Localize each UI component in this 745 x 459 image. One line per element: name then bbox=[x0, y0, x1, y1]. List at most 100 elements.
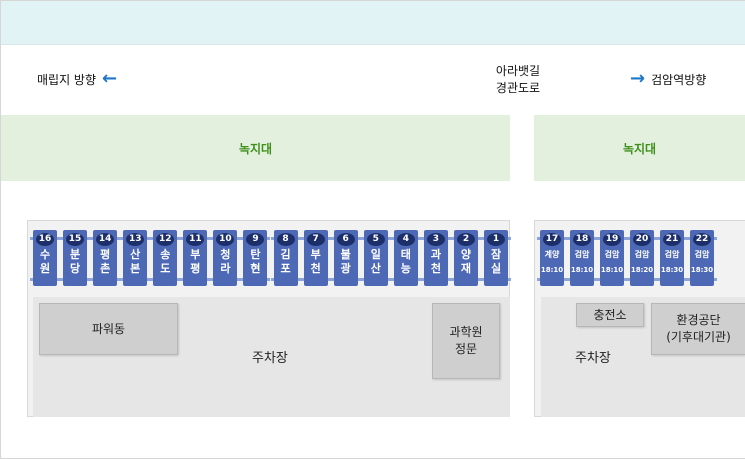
environment-corp-line1: 환경공단 bbox=[676, 313, 721, 327]
stall-tab bbox=[115, 278, 121, 281]
stall-number: 11 bbox=[186, 233, 205, 246]
stall-tab bbox=[481, 278, 487, 281]
stall-destination: 부 천 bbox=[310, 248, 321, 275]
stall-tab bbox=[562, 278, 567, 281]
stall-tab bbox=[682, 278, 687, 281]
stall-tab bbox=[592, 237, 597, 240]
road-label-line2: 경관도로 bbox=[495, 81, 541, 95]
stall-tab bbox=[295, 278, 301, 281]
stall-destination: 불 광 bbox=[340, 248, 351, 275]
stall-tab bbox=[355, 278, 361, 281]
stall-tab bbox=[90, 278, 96, 281]
stall-departure-time: 18:30 bbox=[690, 266, 714, 274]
stall-tab bbox=[120, 237, 126, 240]
parking-stall-18[interactable]: 18 검암 18:10 bbox=[570, 230, 594, 286]
green-zone-left: 녹지대 bbox=[1, 115, 510, 181]
stall-tab bbox=[712, 237, 717, 240]
stall-destination: 부 평 bbox=[190, 248, 201, 275]
stall-number: 16 bbox=[36, 233, 54, 246]
parking-stall-2[interactable]: 2 양 재 bbox=[453, 230, 478, 286]
stall-tab bbox=[330, 237, 336, 240]
stall-number: 6 bbox=[336, 233, 355, 246]
stall-destination: 청 라 bbox=[220, 248, 231, 275]
stall-destination: 양 재 bbox=[460, 248, 472, 275]
stall-tab bbox=[60, 278, 66, 281]
parking-stall-17[interactable]: 17 계양 18:10 bbox=[540, 230, 564, 286]
stall-number: 17 bbox=[543, 233, 561, 246]
stall-number: 7 bbox=[306, 233, 325, 246]
stall-tab bbox=[390, 237, 396, 240]
parking-stall-12[interactable]: 12 송 도 bbox=[153, 230, 178, 286]
green-zone-right: 녹지대 bbox=[534, 115, 745, 181]
parking-stall-14[interactable]: 14 평 촌 bbox=[93, 230, 118, 286]
stall-destination: 검암 bbox=[634, 250, 650, 259]
parking-stall-9[interactable]: 9 탄 현 bbox=[243, 230, 268, 286]
parking-stall-11[interactable]: 11 부 평 bbox=[183, 230, 208, 286]
stall-destination: 산 본 bbox=[130, 248, 141, 275]
institute-gate-line2: 정문 bbox=[454, 342, 478, 356]
stall-tab bbox=[481, 237, 487, 240]
stall-tab bbox=[85, 237, 91, 240]
stall-departure-time: 18:20 bbox=[630, 266, 654, 274]
institute-gate-line1: 과학원 bbox=[449, 325, 483, 339]
stall-tab bbox=[567, 237, 572, 240]
stall-destination: 일 산 bbox=[370, 248, 381, 275]
parking-stall-21[interactable]: 21 검암 18:30 bbox=[660, 230, 684, 286]
stall-destination: 탄 현 bbox=[250, 248, 261, 275]
stall-tab bbox=[682, 237, 687, 240]
stall-tab bbox=[622, 278, 627, 281]
parking-stall-13[interactable]: 13 산 본 bbox=[123, 230, 148, 286]
stall-tab bbox=[325, 237, 331, 240]
stall-number: 21 bbox=[663, 233, 681, 246]
stall-tab bbox=[235, 237, 241, 240]
road-label-line1: 아라뱃길 bbox=[495, 64, 541, 78]
parking-stall-1[interactable]: 1 잠 실 bbox=[484, 230, 509, 286]
parking-label-right: 주차장 bbox=[575, 351, 611, 366]
parking-stall-19[interactable]: 19 검암 18:10 bbox=[600, 230, 624, 286]
stall-destination: 계양 bbox=[544, 250, 560, 259]
parking-stall-7[interactable]: 7 부 천 bbox=[303, 230, 328, 286]
parking-stall-8[interactable]: 8 김 포 bbox=[273, 230, 298, 286]
parking-stall-20[interactable]: 20 검암 18:20 bbox=[630, 230, 654, 286]
stall-number: 8 bbox=[276, 233, 295, 246]
stall-tab bbox=[627, 237, 632, 240]
stall-tab bbox=[235, 278, 241, 281]
stall-tab bbox=[240, 278, 246, 281]
parking-stall-10[interactable]: 10 청 라 bbox=[213, 230, 238, 286]
arrow-left-icon: ← bbox=[102, 68, 118, 89]
stall-destination: 태 능 bbox=[400, 248, 411, 275]
parking-stall-4[interactable]: 4 태 능 bbox=[393, 230, 418, 286]
stall-number: 18 bbox=[573, 233, 591, 246]
parking-stall-22[interactable]: 22 검암 18:30 bbox=[690, 230, 714, 286]
stall-tab bbox=[475, 278, 481, 281]
stall-tab bbox=[175, 278, 181, 281]
stall-tab bbox=[597, 278, 602, 281]
stall-tab bbox=[652, 278, 657, 281]
parking-stall-6[interactable]: 6 불 광 bbox=[333, 230, 358, 286]
stall-tab bbox=[240, 237, 246, 240]
stall-tab bbox=[265, 237, 271, 240]
stall-tab bbox=[90, 237, 96, 240]
stall-tab bbox=[30, 278, 35, 281]
stall-destination: 분 당 bbox=[70, 248, 81, 275]
parking-stall-3[interactable]: 3 과 천 bbox=[423, 230, 448, 286]
stall-destination: 송 도 bbox=[160, 248, 171, 275]
stall-tab bbox=[330, 278, 336, 281]
stall-number: 5 bbox=[366, 233, 385, 246]
building-power: 파워동 bbox=[39, 303, 178, 355]
stall-tab bbox=[420, 278, 426, 281]
stall-tab bbox=[385, 278, 391, 281]
stall-destination: 검암 bbox=[664, 250, 680, 259]
stall-tab bbox=[597, 237, 602, 240]
stall-number: 19 bbox=[603, 233, 621, 246]
stall-tab bbox=[295, 237, 301, 240]
parking-stall-5[interactable]: 5 일 산 bbox=[363, 230, 388, 286]
stall-tab bbox=[360, 278, 366, 281]
stall-departure-time: 18:30 bbox=[660, 266, 684, 274]
stall-destination: 검암 bbox=[694, 250, 710, 259]
building-environment-corp: 환경공단 (기후대기관) bbox=[651, 303, 745, 355]
parking-stall-15[interactable]: 15 분 당 bbox=[63, 230, 88, 286]
stall-number: 14 bbox=[96, 233, 115, 246]
stall-tab bbox=[390, 278, 396, 281]
parking-stall-16[interactable]: 16 수 원 bbox=[33, 230, 57, 286]
